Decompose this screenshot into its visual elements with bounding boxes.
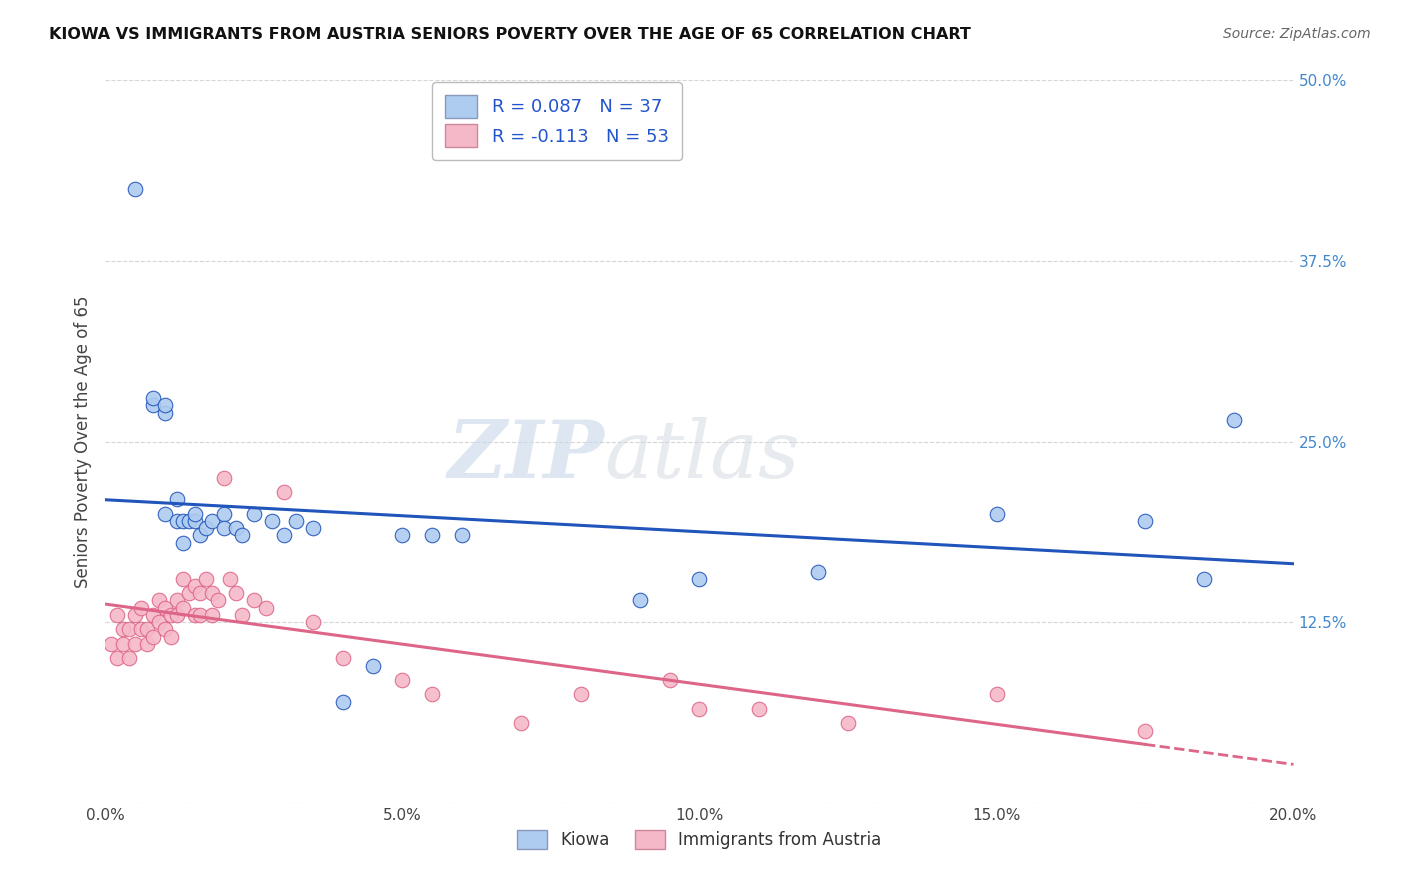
Point — [273, 485, 295, 500]
Point — [172, 572, 194, 586]
Point — [112, 637, 135, 651]
Point — [332, 651, 354, 665]
Point — [807, 565, 830, 579]
Point — [136, 623, 159, 637]
Point — [112, 623, 135, 637]
Point — [183, 607, 205, 622]
Point — [219, 572, 242, 586]
Point — [100, 637, 122, 651]
Point — [124, 607, 146, 622]
Point — [689, 702, 711, 716]
Point — [243, 507, 266, 521]
Point — [172, 535, 194, 549]
Point — [243, 593, 266, 607]
Point — [142, 391, 165, 405]
Point — [214, 470, 236, 484]
Point — [142, 630, 165, 644]
Point — [986, 507, 1008, 521]
Point — [118, 651, 141, 665]
Text: Source: ZipAtlas.com: Source: ZipAtlas.com — [1223, 27, 1371, 41]
Point — [190, 586, 212, 600]
Point — [129, 623, 152, 637]
Point — [332, 695, 354, 709]
Point — [231, 528, 253, 542]
Point — [159, 607, 181, 622]
Point — [153, 600, 176, 615]
Point — [124, 637, 146, 651]
Point — [166, 607, 188, 622]
Text: ZIP: ZIP — [447, 417, 605, 495]
Point — [148, 593, 170, 607]
Point — [172, 600, 194, 615]
Point — [1223, 413, 1246, 427]
Legend: Kiowa, Immigrants from Austria: Kiowa, Immigrants from Austria — [510, 823, 889, 856]
Point — [837, 716, 859, 731]
Point — [136, 637, 159, 651]
Point — [689, 572, 711, 586]
Point — [153, 398, 176, 412]
Point — [105, 607, 128, 622]
Point — [748, 702, 770, 716]
Point — [214, 521, 236, 535]
Point — [1133, 514, 1156, 528]
Point — [1133, 723, 1156, 738]
Point — [214, 507, 236, 521]
Point — [166, 492, 188, 507]
Point — [658, 673, 681, 687]
Point — [273, 528, 295, 542]
Point — [284, 514, 307, 528]
Point — [231, 607, 253, 622]
Point — [569, 687, 592, 701]
Point — [153, 406, 176, 420]
Point — [201, 514, 224, 528]
Text: KIOWA VS IMMIGRANTS FROM AUSTRIA SENIORS POVERTY OVER THE AGE OF 65 CORRELATION : KIOWA VS IMMIGRANTS FROM AUSTRIA SENIORS… — [49, 27, 972, 42]
Point — [172, 514, 194, 528]
Point — [177, 514, 200, 528]
Point — [166, 593, 188, 607]
Point — [207, 593, 229, 607]
Point — [142, 398, 165, 412]
Point — [177, 586, 200, 600]
Point — [195, 572, 218, 586]
Point — [254, 600, 277, 615]
Point — [391, 528, 413, 542]
Point — [201, 586, 224, 600]
Point — [225, 521, 247, 535]
Point — [105, 651, 128, 665]
Point — [153, 507, 176, 521]
Point — [361, 658, 384, 673]
Text: atlas: atlas — [605, 417, 800, 495]
Point — [142, 607, 165, 622]
Point — [129, 600, 152, 615]
Point — [148, 615, 170, 630]
Point — [183, 514, 205, 528]
Point — [450, 528, 472, 542]
Point — [628, 593, 651, 607]
Point — [195, 521, 218, 535]
Point — [183, 579, 205, 593]
Point — [420, 687, 443, 701]
Point — [302, 615, 325, 630]
Point — [420, 528, 443, 542]
Point — [124, 182, 146, 196]
Point — [510, 716, 533, 731]
Point — [391, 673, 413, 687]
Point — [201, 607, 224, 622]
Point — [118, 623, 141, 637]
Point — [153, 623, 176, 637]
Point — [225, 586, 247, 600]
Point — [159, 630, 181, 644]
Point — [190, 607, 212, 622]
Point — [183, 507, 205, 521]
Point — [190, 528, 212, 542]
Point — [1194, 572, 1216, 586]
Y-axis label: Seniors Poverty Over the Age of 65: Seniors Poverty Over the Age of 65 — [73, 295, 91, 588]
Point — [302, 521, 325, 535]
Point — [260, 514, 283, 528]
Point — [166, 514, 188, 528]
Point — [986, 687, 1008, 701]
